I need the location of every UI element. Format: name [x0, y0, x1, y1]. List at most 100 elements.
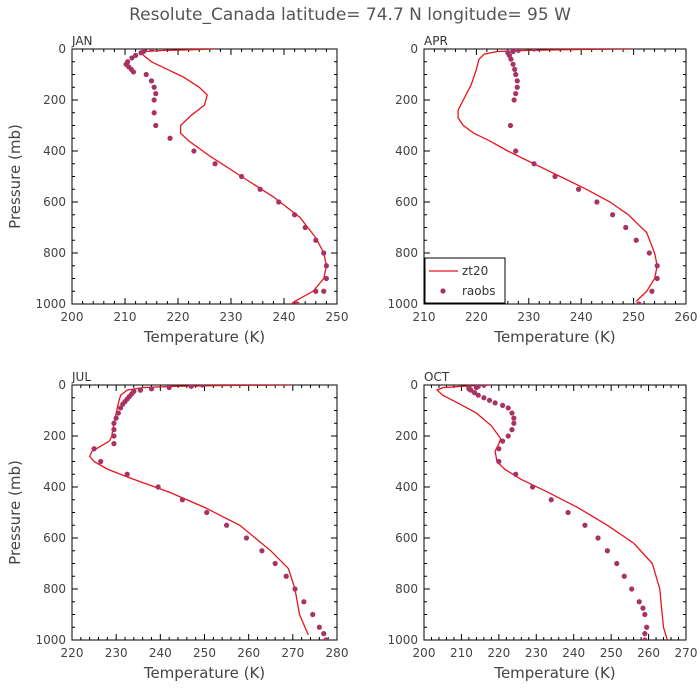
- y-tick-label: 800: [395, 582, 418, 596]
- data-point-raobs: [143, 71, 149, 78]
- panel-month-label: JUL: [71, 370, 91, 384]
- data-point-raobs: [509, 410, 515, 416]
- data-point-raobs: [302, 224, 308, 231]
- data-point-raobs: [98, 458, 104, 465]
- legend-obs-label: raobs: [462, 284, 496, 298]
- data-point-raobs: [283, 573, 289, 579]
- data-point-raobs: [471, 390, 478, 396]
- data-point-raobs: [492, 400, 498, 406]
- x-tick-label: 240: [273, 310, 296, 324]
- x-tick-label: 240: [570, 310, 593, 324]
- data-point-raobs: [117, 405, 124, 411]
- data-point-raobs: [575, 186, 582, 192]
- x-axis-label: Temperature (K): [143, 328, 265, 346]
- x-tick-label: 210: [450, 646, 473, 660]
- data-point-raobs: [509, 427, 515, 433]
- data-point-raobs: [595, 535, 601, 541]
- data-point-raobs: [508, 56, 514, 62]
- series-line-zt20: [457, 49, 658, 302]
- data-point-raobs: [512, 66, 518, 72]
- data-point-raobs: [272, 560, 278, 567]
- data-point-raobs: [642, 631, 648, 637]
- x-tick-label: 260: [675, 310, 698, 324]
- data-point-raobs: [120, 401, 126, 407]
- y-axis-label: Pressure (mb): [6, 124, 24, 229]
- panel-oct: 200 210 220 230 240 250 260 270 0 200 400 600 800 100…: [387, 370, 697, 682]
- y-tick-label: 0: [410, 42, 418, 56]
- data-point-raobs: [548, 497, 554, 503]
- y-tick-label: 800: [43, 582, 66, 596]
- data-point-raobs: [212, 161, 218, 167]
- data-point-raobs: [633, 237, 639, 243]
- data-point-raobs: [552, 173, 558, 180]
- data-point-raobs: [239, 173, 245, 180]
- data-point-raobs: [276, 199, 282, 205]
- y-tick-label: 800: [395, 246, 418, 260]
- plot-data: [457, 49, 660, 304]
- x-tick-label: 220: [167, 310, 190, 324]
- x-tick-label: 230: [220, 310, 243, 324]
- data-point-raobs: [151, 84, 157, 90]
- x-tick-label: 230: [105, 646, 128, 660]
- data-point-raobs: [323, 263, 329, 269]
- data-point-raobs: [310, 611, 316, 618]
- plot-data: [435, 385, 668, 640]
- data-point-raobs: [292, 586, 298, 592]
- panel-month-label: APR: [424, 34, 448, 48]
- y-tick-label: 1000: [387, 633, 418, 647]
- x-tick-label: 230: [517, 310, 540, 324]
- y-tick-label: 200: [395, 93, 418, 107]
- x-tick-label: 210: [413, 310, 436, 324]
- data-point-raobs: [148, 386, 155, 392]
- y-axis-label: Pressure (mb): [6, 460, 24, 565]
- data-point-raobs: [151, 97, 157, 103]
- y-tick-label: 200: [395, 429, 418, 443]
- y-tick-label: 0: [58, 378, 66, 392]
- x-tick-label: 200: [413, 646, 436, 660]
- data-point-raobs: [629, 586, 635, 592]
- data-point-raobs: [515, 49, 521, 53]
- plot-data: [88, 385, 329, 640]
- data-point-raobs: [644, 624, 650, 630]
- data-point-raobs: [505, 433, 511, 439]
- x-tick-label: 240: [149, 646, 172, 660]
- x-tick-label: 250: [326, 310, 349, 324]
- data-point-raobs: [191, 148, 197, 154]
- data-point-raobs: [640, 605, 646, 611]
- x-tick-label: 280: [326, 646, 349, 660]
- panels-group: 200 210 220 230 240 250 0 200 400 600 800 1000 Tempe…: [6, 34, 697, 682]
- data-point-raobs: [513, 471, 519, 477]
- y-tick-label: 400: [395, 144, 418, 158]
- data-point-raobs: [155, 484, 161, 490]
- data-point-raobs: [473, 385, 479, 391]
- data-point-raobs: [507, 122, 514, 129]
- legend-box: [424, 257, 506, 304]
- data-point-raobs: [513, 71, 519, 78]
- data-point-raobs: [642, 611, 648, 618]
- data-point-raobs: [313, 237, 319, 243]
- data-point-raobs: [294, 301, 300, 304]
- y-tick-label: 400: [395, 480, 418, 494]
- data-point-raobs: [636, 599, 642, 605]
- data-point-raobs: [510, 49, 516, 55]
- x-tick-label: 200: [61, 310, 84, 324]
- y-tick-label: 600: [43, 195, 66, 209]
- data-point-raobs: [321, 631, 327, 637]
- y-tick-label: 1000: [35, 633, 66, 647]
- data-point-raobs: [582, 522, 588, 528]
- data-point-raobs: [313, 288, 319, 294]
- data-point-raobs: [91, 446, 97, 452]
- y-tick-label: 400: [43, 144, 66, 158]
- data-point-raobs: [531, 49, 537, 52]
- x-tick-label: 260: [637, 646, 660, 660]
- data-point-raobs: [636, 301, 642, 304]
- data-point-raobs: [500, 438, 506, 444]
- y-tick-label: 600: [395, 531, 418, 545]
- data-point-raobs: [130, 69, 137, 75]
- data-point-raobs: [496, 458, 502, 465]
- x-axis-label: Temperature (K): [493, 328, 615, 346]
- data-point-raobs: [500, 402, 506, 408]
- data-point-raobs: [649, 288, 655, 294]
- data-point-raobs: [614, 560, 620, 567]
